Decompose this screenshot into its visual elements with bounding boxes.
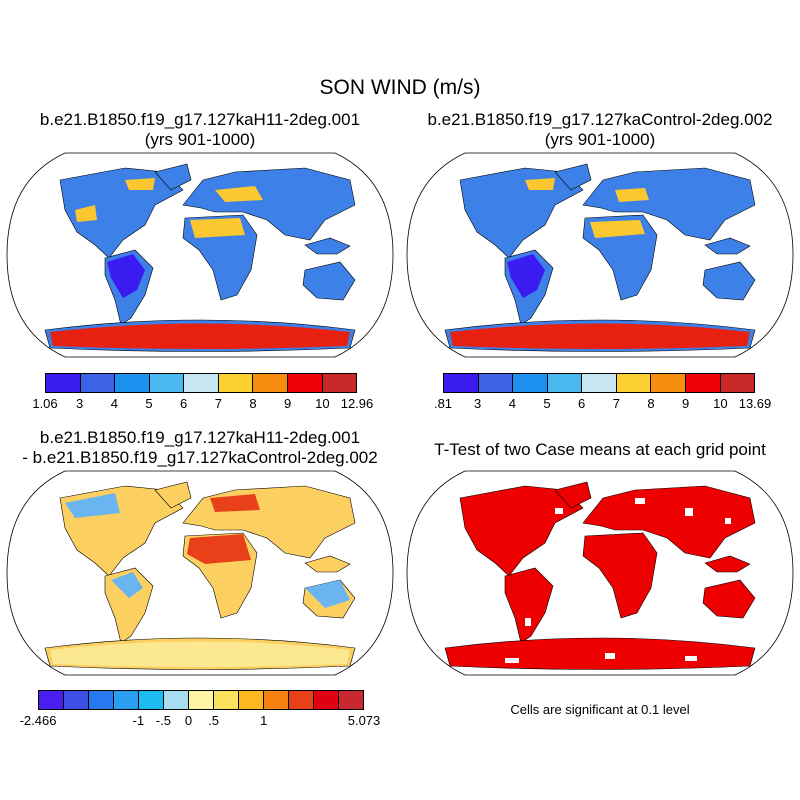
colorbar-swatch (115, 374, 150, 392)
colorbar-swatch (582, 374, 617, 392)
colorbar-swatch (547, 374, 583, 392)
colorbar-tick-label: 6 (180, 396, 188, 411)
colorbar-swatch (239, 691, 264, 709)
colorbar-tick-label: 5.073 (347, 713, 381, 728)
map-case2 (405, 150, 795, 360)
map-difference (5, 468, 395, 678)
map-ttest (405, 468, 795, 678)
colorbar-tick-label: 4 (508, 396, 516, 411)
figure-title: SON WIND (m/s) (319, 76, 481, 99)
colorbar-swatch (39, 691, 64, 709)
colorbar-swatch (149, 374, 185, 392)
colorbar-difference (38, 690, 364, 710)
colorbar-swatch (651, 374, 686, 392)
antarctic-overlay (50, 641, 350, 667)
colorbar-tick-label: 3 (474, 396, 482, 411)
colorbar-tick-label: -.5 (155, 713, 171, 728)
map-case1 (5, 150, 395, 360)
colorbar-swatch (139, 691, 164, 709)
colorbar-swatch (218, 374, 254, 392)
panel-case1-title-line2: (yrs 901-1000) (144, 130, 256, 149)
colorbar-swatch (287, 374, 323, 392)
panel-case2-title-line1: b.e21.B1850.f19_g17.127kaControl-2deg.00… (427, 110, 773, 129)
colorbar-tick-label: 13.69 (738, 396, 772, 411)
colorbar-swatch (685, 374, 721, 392)
colorbar-swatch (214, 691, 239, 709)
colorbar-swatch (616, 374, 652, 392)
colorbar-tick-label: 1 (260, 713, 268, 728)
colorbar-tick-label: 1.06 (32, 396, 58, 411)
panel-ttest-title: T-Test of two Case means at each grid po… (400, 440, 800, 460)
difference-overlay-high (187, 494, 260, 564)
colorbar-swatch (114, 691, 139, 709)
colorbar-swatch (289, 691, 314, 709)
colorbar-tick-label: 3 (76, 396, 84, 411)
wind-field-overlay-low (507, 254, 545, 298)
colorbar-swatch (184, 374, 219, 392)
colorbar-case1 (45, 373, 357, 393)
colorbar-tick-label: 8 (249, 396, 257, 411)
colorbar-tick-label: 6 (578, 396, 586, 411)
colorbar-swatch (314, 691, 339, 709)
colorbar-tick-label: -1 (132, 713, 145, 728)
colorbar-tick-label: 7 (214, 396, 222, 411)
antarctic-overlay (50, 323, 350, 349)
colorbar-tick-label: 7 (612, 396, 620, 411)
colorbar-swatch (478, 374, 514, 392)
panel-case1-title-line1: b.e21.B1850.f19_g17.127kaH11-2deg.001 (39, 110, 361, 129)
colorbar-tick-label: 8 (647, 396, 655, 411)
nonsignificant-cells (505, 498, 731, 663)
colorbar-tick-label: 0 (184, 713, 193, 728)
panel-difference-title-line1: b.e21.B1850.f19_g17.127kaH11-2deg.001 (39, 428, 361, 447)
colorbar-tick-label: 5 (145, 396, 153, 411)
panel-difference-title: b.e21.B1850.f19_g17.127kaH11-2deg.001 - … (0, 428, 400, 468)
panel-difference-title-line2: - b.e21.B1850.f19_g17.127kaControl-2deg.… (22, 448, 378, 467)
panel-ttest-title-line1: T-Test of two Case means at each grid po… (434, 440, 766, 459)
difference-overlay-low (65, 493, 350, 608)
panel-case2-title: b.e21.B1850.f19_g17.127kaControl-2deg.00… (400, 110, 800, 150)
colorbar-case2 (443, 373, 755, 393)
wind-field-overlay-low (107, 254, 145, 298)
colorbar-tick-label: 5 (543, 396, 551, 411)
colorbar-swatch (189, 691, 214, 709)
wind-field-overlay (525, 178, 649, 238)
colorbar-swatch (513, 374, 548, 392)
panel-case1-title: b.e21.B1850.f19_g17.127kaH11-2deg.001 (y… (0, 110, 400, 150)
colorbar-tick-label: -2.466 (19, 713, 57, 728)
colorbar-swatch (64, 691, 89, 709)
colorbar-swatch (264, 691, 289, 709)
colorbar-tick-label: 12.96 (340, 396, 374, 411)
colorbar-swatch (253, 374, 288, 392)
colorbar-swatch (339, 691, 363, 709)
colorbar-tick-label: 9 (284, 396, 292, 411)
colorbar-swatch (89, 691, 114, 709)
colorbar-tick-label: .5 (208, 713, 219, 728)
colorbar-tick-label: 10 (315, 396, 330, 411)
panel-case2-title-line2: (yrs 901-1000) (544, 130, 656, 149)
colorbar-tick-label: 4 (110, 396, 118, 411)
colorbar-swatch (444, 374, 479, 392)
colorbar-swatch (164, 691, 189, 709)
colorbar-tick-label: 9 (682, 396, 690, 411)
colorbar-swatch (322, 374, 357, 392)
colorbar-tick-label: .81 (433, 396, 453, 411)
colorbar-swatch (80, 374, 116, 392)
wind-field-overlay (75, 178, 263, 238)
colorbar-swatch (720, 374, 755, 392)
significance-note: Cells are significant at 0.1 level (510, 702, 690, 717)
colorbar-tick-label: 10 (713, 396, 728, 411)
colorbar-swatch (46, 374, 81, 392)
antarctic-overlay (450, 323, 750, 349)
